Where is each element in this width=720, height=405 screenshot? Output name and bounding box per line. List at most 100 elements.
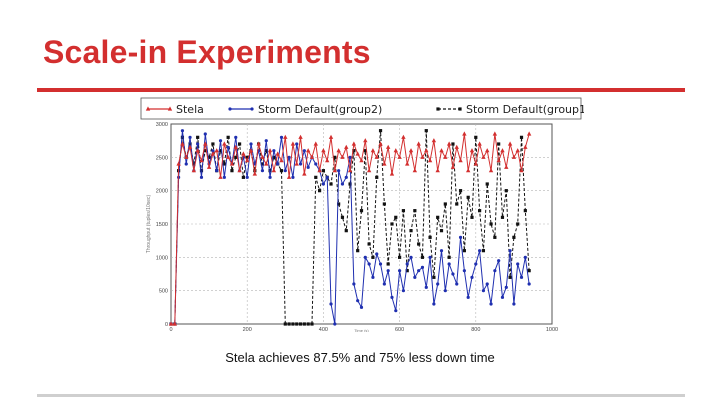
data-point-storm-default-group2 (493, 269, 497, 273)
data-point-storm-default-group2 (272, 149, 276, 153)
data-point-storm-default-group2 (504, 285, 508, 289)
y-tick-label: 1500 (156, 222, 168, 228)
y-tick-label: 1000 (156, 255, 168, 261)
data-point-stela (439, 148, 444, 153)
data-point-storm-default-group2 (329, 302, 333, 306)
data-point-storm-default-group2 (302, 149, 306, 153)
data-point-storm-default-group2 (470, 275, 474, 279)
data-point-storm-default-group2 (333, 322, 337, 326)
x-tick-label: 800 (471, 327, 480, 332)
data-point-stela (492, 131, 498, 136)
data-point-stela (485, 148, 490, 153)
data-point-storm-default-group1 (222, 162, 226, 166)
data-point-storm-default-group2 (462, 269, 466, 273)
data-point-storm-default-group2 (337, 169, 341, 173)
data-point-storm-default-group1 (321, 169, 325, 173)
data-point-storm-default-group2 (481, 289, 486, 293)
data-point-stela (286, 174, 292, 179)
data-point-storm-default-group1 (295, 322, 299, 326)
data-point-storm-default-group2 (455, 282, 459, 286)
data-point-stela (294, 161, 299, 166)
data-point-storm-default-group1 (371, 255, 375, 259)
series-storm-default-group2 (169, 129, 531, 326)
data-point-storm-default-group1 (234, 155, 238, 159)
data-point-stela (245, 158, 250, 163)
data-point-storm-default-group2 (432, 302, 436, 306)
data-point-storm-default-group2 (199, 175, 204, 179)
data-point-storm-default-group1 (432, 275, 436, 279)
legend-label-storm-default-group1: Storm Default(group1) (466, 103, 584, 116)
data-point-stela (340, 154, 345, 159)
x-tick-label: 1000 (546, 327, 558, 332)
data-point-storm-default-group1 (241, 175, 245, 179)
data-point-storm-default-group1 (378, 129, 383, 133)
data-point-storm-default-group1 (340, 215, 345, 219)
data-point-stela (248, 148, 254, 153)
data-point-storm-default-group1 (264, 149, 268, 153)
data-point-stela (363, 138, 368, 143)
data-point-stela (214, 148, 219, 153)
data-point-storm-default-group2 (348, 155, 352, 159)
data-point-storm-default-group2 (226, 145, 230, 149)
data-point-storm-default-group2 (405, 262, 409, 266)
data-point-storm-default-group1 (226, 135, 230, 139)
data-point-storm-default-group1 (443, 202, 447, 206)
data-point-storm-default-group2 (371, 275, 375, 279)
data-point-stela (222, 141, 227, 146)
data-point-stela (454, 144, 459, 149)
data-point-storm-default-group2 (428, 255, 432, 259)
legend-marker-storm-default-group1 (436, 107, 440, 111)
data-point-storm-default-group2 (321, 182, 325, 186)
data-point-storm-default-group1 (394, 215, 398, 219)
data-point-storm-default-group2 (474, 262, 478, 266)
data-point-storm-default-group1 (516, 222, 520, 226)
data-point-stela (393, 148, 398, 153)
data-point-storm-default-group2 (413, 275, 417, 279)
data-point-storm-default-group2 (401, 289, 406, 293)
data-point-storm-default-group1 (413, 209, 417, 213)
data-point-stela (401, 134, 406, 139)
data-point-stela (298, 134, 303, 139)
data-point-storm-default-group1 (196, 135, 200, 139)
data-point-stela (218, 174, 223, 179)
data-point-storm-default-group2 (184, 162, 188, 166)
data-point-stela (206, 164, 212, 169)
data-point-stela (458, 158, 463, 163)
slide-title: Scale-in Experiments (43, 34, 371, 70)
data-point-stela (507, 141, 513, 146)
data-point-storm-default-group2 (363, 255, 367, 259)
data-point-stela (229, 161, 235, 166)
data-point-storm-default-group2 (500, 295, 505, 299)
data-point-storm-default-group1 (348, 182, 352, 186)
data-point-storm-default-group2 (325, 175, 329, 179)
data-point-stela (180, 141, 185, 146)
data-point-storm-default-group1 (409, 229, 413, 233)
data-point-stela (309, 154, 315, 159)
data-point-stela (523, 144, 528, 149)
data-point-stela (283, 134, 288, 139)
data-point-storm-default-group1 (439, 229, 444, 233)
data-point-storm-default-group1 (188, 142, 192, 146)
data-point-stela (233, 144, 238, 149)
data-point-storm-default-group1 (272, 155, 276, 159)
data-point-storm-default-group1 (420, 255, 425, 259)
data-point-storm-default-group1 (287, 322, 291, 326)
data-point-stela (279, 158, 284, 163)
data-point-storm-default-group2 (512, 302, 516, 306)
data-point-storm-default-group1 (405, 269, 409, 273)
data-point-stela (184, 154, 189, 159)
data-point-storm-default-group1 (466, 195, 470, 199)
data-point-stela (465, 168, 471, 173)
data-point-stela (328, 134, 334, 139)
data-point-storm-default-group2 (439, 249, 444, 253)
data-point-storm-default-group2 (478, 249, 482, 253)
series-stela (168, 131, 532, 326)
y-tick-label: 2000 (156, 189, 168, 195)
data-point-storm-default-group1 (489, 222, 493, 226)
data-point-stela (332, 168, 338, 173)
data-point-storm-default-group2 (424, 285, 428, 289)
y-tick-label: 0 (165, 322, 168, 328)
data-point-stela (477, 141, 482, 146)
data-point-stela (172, 321, 178, 326)
data-point-stela (427, 158, 433, 163)
